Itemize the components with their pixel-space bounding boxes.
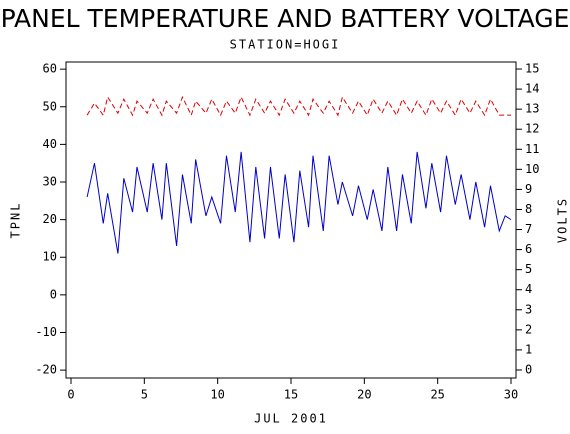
- y-tick-label: -10: [35, 325, 57, 339]
- y-axis-title: TPNL: [9, 202, 23, 239]
- y2-tick-label: 9: [525, 182, 532, 196]
- y2-axis-title: VOLTS: [556, 197, 570, 243]
- y2-tick-label: 12: [525, 122, 539, 136]
- y2-tick-label: 0: [525, 362, 532, 376]
- y2-tick-label: 5: [525, 262, 532, 276]
- y2-tick-label: 15: [525, 62, 539, 76]
- y-tick-label: 50: [43, 99, 57, 113]
- y-tick-label: 20: [43, 212, 57, 226]
- y2-tick-label: 14: [525, 82, 539, 96]
- x-tick-label: 10: [210, 388, 224, 402]
- x-tick-label: 30: [504, 388, 518, 402]
- x-tick-label: 20: [357, 388, 371, 402]
- x-tick-label: 15: [284, 388, 298, 402]
- y2-tick-label: 6: [525, 242, 532, 256]
- series-line: [86, 95, 512, 117]
- chart-subtitle: STATION=HOGI: [230, 38, 341, 52]
- y2-tick-label: 11: [525, 142, 539, 156]
- y-tick-label: -20: [35, 363, 57, 377]
- y-tick-label: 10: [43, 250, 57, 264]
- y2-tick-label: 2: [525, 322, 532, 336]
- y-tick-label: 30: [43, 175, 57, 189]
- x-tick-label: 0: [67, 388, 74, 402]
- series-line: [86, 151, 512, 254]
- y2-tick-label: 3: [525, 302, 532, 316]
- y-tick-label: 60: [43, 62, 57, 76]
- x-tick-label: 25: [430, 388, 444, 402]
- y-tick-label: 40: [43, 137, 57, 151]
- y-tick-label: 0: [50, 287, 57, 301]
- y2-tick-label: 1: [525, 342, 532, 356]
- y2-tick-label: 4: [525, 282, 532, 296]
- chart-title: PANEL TEMPERATURE AND BATTERY VOLTAGE: [1, 4, 570, 33]
- y2-tick-label: 10: [525, 162, 539, 176]
- y2-tick-label: 13: [525, 102, 539, 116]
- y2-tick-label: 7: [525, 222, 532, 236]
- x-tick-label: 5: [141, 388, 148, 402]
- y2-tick-label: 8: [525, 202, 532, 216]
- x-axis-title: JUL 2001: [254, 412, 328, 426]
